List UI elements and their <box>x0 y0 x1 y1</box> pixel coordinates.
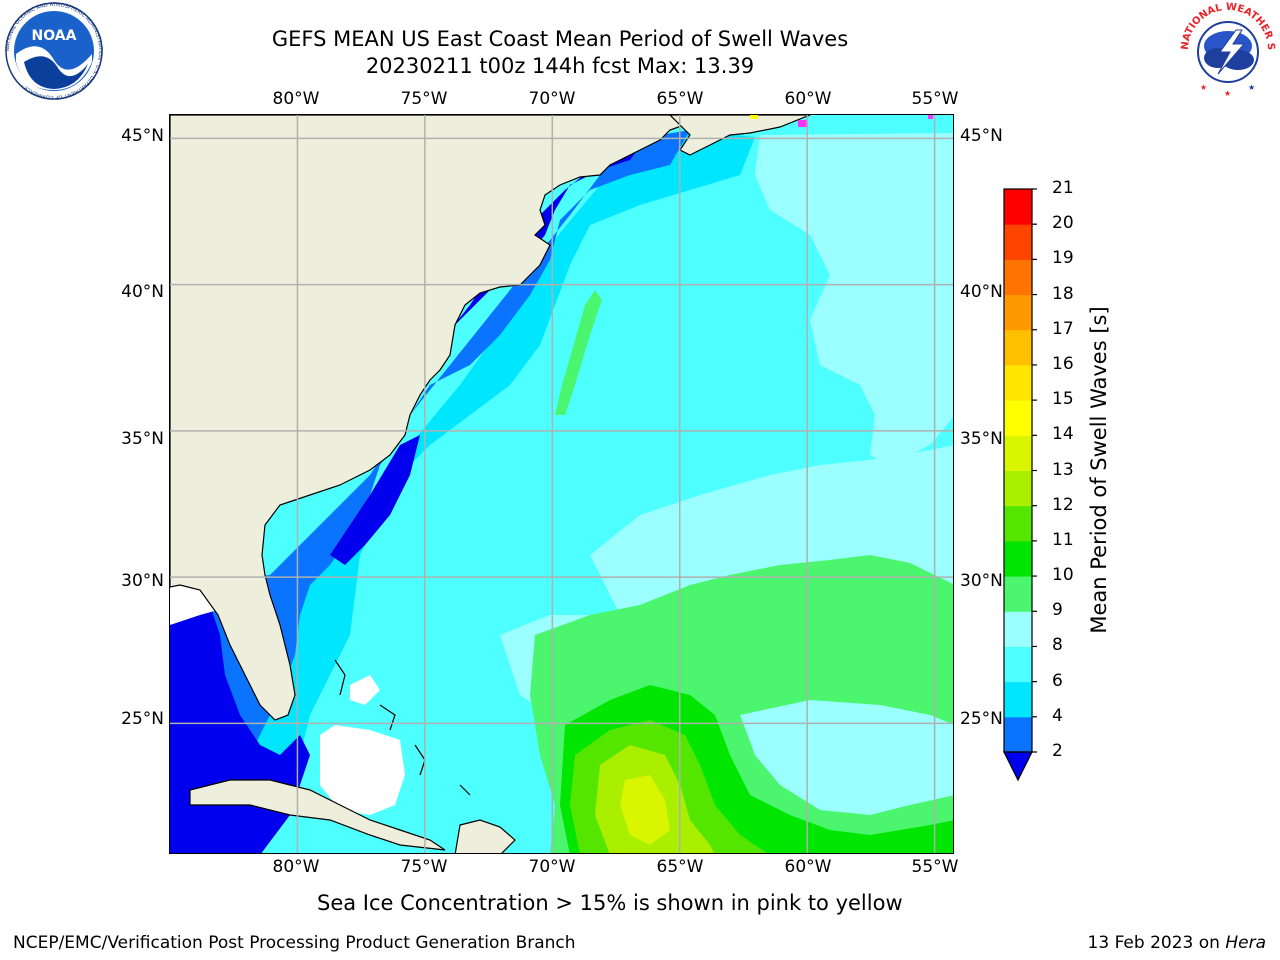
contour-under-2s-carolina <box>330 435 420 565</box>
chart-title: GEFS MEAN US East Coast Mean Period of S… <box>271 27 849 51</box>
colorbar-segment-5 <box>1004 540 1032 577</box>
nws-logo-icon: NATIONAL WEATHER SERVICE ★ ★ ★ <box>1178 0 1276 98</box>
colorbar-segment-13 <box>1004 259 1032 296</box>
sea-ice-pixel-1 <box>798 120 808 127</box>
sea-ice-footnote: Sea Ice Concentration > 15% is shown in … <box>317 891 903 915</box>
colorbar-tick-label-12: 17 <box>1052 318 1074 339</box>
colorbar-segment-7 <box>1004 470 1032 507</box>
colorbar-segment-8 <box>1004 435 1032 471</box>
lon-label-bottom-55w: 55°W <box>911 857 959 877</box>
colorbar-segment-10 <box>1004 364 1032 401</box>
colorbar-segment-9 <box>1004 400 1032 436</box>
lat-label-right-35n: 35°N <box>960 429 1003 449</box>
lon-label-top-70w: 70°W <box>528 89 576 109</box>
sea-ice-pixel-2 <box>928 115 933 119</box>
land-cuba <box>189 779 446 851</box>
contour-8-9s-pocket <box>740 700 953 815</box>
swell-period-map <box>170 115 953 853</box>
colorbar-tick-label-16: 21 <box>1052 178 1074 198</box>
lon-label-top-65w: 65°W <box>656 89 704 109</box>
colorbar-tick-label-15: 20 <box>1052 213 1074 234</box>
lat-label-left-40n: 40°N <box>121 282 164 302</box>
svg-text:★: ★ <box>1248 83 1255 92</box>
contour-under-2s-coastal <box>450 140 645 330</box>
contour-8-9s-northeast <box>755 133 953 465</box>
lon-label-bottom-70w: 70°W <box>528 857 576 877</box>
colorbar-tick-label-5: 10 <box>1052 565 1074 586</box>
contour-9-10s-streak <box>555 290 602 415</box>
colorbar-tick-label-0: 2 <box>1052 741 1063 761</box>
colorbar-tick-label-6: 11 <box>1052 529 1074 550</box>
land-north-america <box>170 115 766 721</box>
colorbar-tick-label-7: 12 <box>1052 494 1074 515</box>
svg-text:★: ★ <box>1200 83 1207 92</box>
colorbar-under-extension <box>1003 751 1033 782</box>
colorbar-segment-6 <box>1004 505 1032 542</box>
colorbar-segment-0 <box>1004 716 1032 753</box>
contour-13-14s-core <box>620 775 670 845</box>
colorbar-tick-label-14: 19 <box>1052 248 1074 269</box>
lon-label-top-60w: 60°W <box>784 89 832 109</box>
colorbar-tick-label-2: 6 <box>1052 670 1063 691</box>
colorbar-segment-11 <box>1004 329 1032 366</box>
colorbar-tick-label-3: 8 <box>1052 635 1063 656</box>
chart-subtitle: 20230211 t00z 144h fcst Max: 13.39 <box>365 54 755 78</box>
lat-label-right-25n: 25°N <box>960 709 1003 729</box>
contour-4-6s-coastal <box>170 130 755 853</box>
land-hispaniola <box>454 819 516 853</box>
credit-host: Hera <box>1225 933 1266 953</box>
lat-label-left-30n: 30°N <box>121 571 164 591</box>
lon-label-top-80w: 80°W <box>272 89 320 109</box>
lat-label-left-45n: 45°N <box>121 126 164 146</box>
colorbar-tick-label-1: 4 <box>1052 705 1063 726</box>
lon-label-top-75w: 75°W <box>400 89 448 109</box>
land-bahamas-1 <box>334 659 346 696</box>
noaa-logo-text: NOAA <box>32 28 77 44</box>
colorbar-segment-15 <box>1004 189 1032 225</box>
lon-label-bottom-75w: 75°W <box>400 857 448 877</box>
map-gridlines <box>170 115 953 853</box>
colorbar-title: Mean Period of Swell Waves [s] <box>1087 306 1111 634</box>
missing-bahamas-small <box>350 675 380 705</box>
credit-date-text: 13 Feb 2023 on <box>1087 933 1226 953</box>
colorbar-segment-2 <box>1004 646 1032 683</box>
lat-label-left-35n: 35°N <box>121 429 164 449</box>
lon-label-bottom-60w: 60°W <box>784 857 832 877</box>
credit-date: 13 Feb 2023 on Hera <box>1088 933 1266 953</box>
land-bahamas-2 <box>379 704 396 731</box>
colorbar-segment-4 <box>1004 576 1032 612</box>
map-frame <box>169 114 954 854</box>
lat-label-right-30n: 30°N <box>960 571 1003 591</box>
colorbar-segment-3 <box>1004 611 1032 647</box>
colorbar-segment-12 <box>1004 294 1032 331</box>
land-bahamas-4 <box>459 784 471 796</box>
contour-8-9s-central <box>590 445 953 635</box>
lat-label-right-40n: 40°N <box>960 282 1003 302</box>
lat-label-right-45n: 45°N <box>960 126 1003 146</box>
land-maritimes <box>669 115 811 156</box>
colorbar-tick-label-9: 14 <box>1052 424 1074 445</box>
colorbar-tick-label-11: 16 <box>1052 353 1074 374</box>
missing-bahamas-banks <box>320 725 405 815</box>
svg-text:★: ★ <box>1224 89 1231 98</box>
colorbar-tick-label-10: 15 <box>1052 389 1074 410</box>
credit-branch: NCEP/EMC/Verification Post Processing Pr… <box>13 933 576 953</box>
colorbar-tick-label-4: 9 <box>1052 600 1063 621</box>
colorbar-tick-label-8: 13 <box>1052 459 1074 480</box>
colorbar-segment-1 <box>1004 681 1032 718</box>
colorbar-segment-14 <box>1004 224 1032 260</box>
lon-label-bottom-65w: 65°W <box>656 857 704 877</box>
colorbar-tick-label-13: 18 <box>1052 283 1074 304</box>
lat-label-left-25n: 25°N <box>121 709 164 729</box>
lon-label-bottom-80w: 80°W <box>272 857 320 877</box>
sea-ice-pixel-3 <box>750 115 758 119</box>
colorbar <box>1003 188 1037 782</box>
lon-label-top-55w: 55°W <box>911 89 959 109</box>
noaa-logo-icon: NOAA NATIONAL OCEANIC AND ATMOSPHERIC AD… <box>5 2 103 100</box>
